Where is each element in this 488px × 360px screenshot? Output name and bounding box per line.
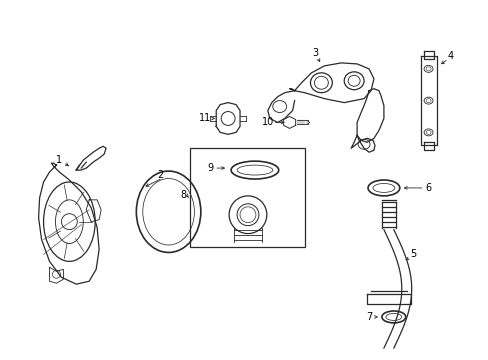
- Text: 2: 2: [157, 170, 163, 180]
- Text: 3: 3: [312, 48, 318, 58]
- Text: 5: 5: [410, 249, 416, 260]
- Text: 11: 11: [199, 113, 211, 123]
- Text: 10: 10: [261, 117, 273, 127]
- Text: 9: 9: [207, 163, 213, 173]
- Text: 7: 7: [365, 312, 371, 322]
- Bar: [190, 148, 304, 247]
- Text: 8: 8: [180, 190, 186, 200]
- Text: 1: 1: [56, 155, 62, 165]
- Text: 6: 6: [425, 183, 431, 193]
- Text: 4: 4: [447, 51, 452, 61]
